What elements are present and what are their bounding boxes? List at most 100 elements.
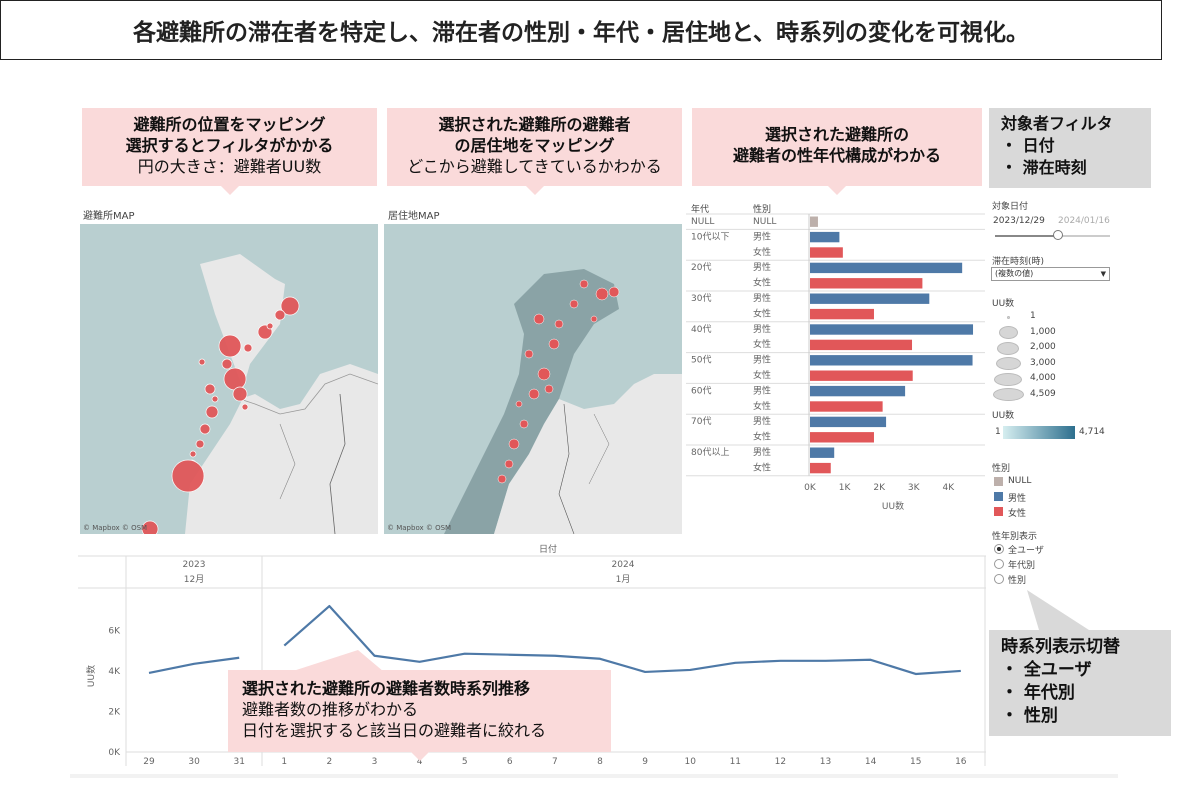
x-tick-label[interactable]: 11 bbox=[730, 757, 741, 767]
color-legend-label: UU数 bbox=[992, 411, 1015, 421]
callout-filter: 対象者フィルタ ・ 日付 ・ 滞在時刻 bbox=[989, 108, 1151, 188]
x-tick-label[interactable]: 14 bbox=[865, 757, 877, 767]
callout-age-gender: 選択された避難所の 避難者の性年代構成がわかる bbox=[692, 108, 982, 195]
x-tick-label[interactable]: 3 bbox=[372, 757, 378, 767]
chart-title: 日付 bbox=[539, 544, 557, 555]
callout-line: 円の大きさ：避難者UU数 bbox=[137, 157, 322, 176]
time-select[interactable]: (複数の値) ▼ bbox=[991, 267, 1110, 281]
bar[interactable] bbox=[810, 308, 874, 320]
bar[interactable] bbox=[810, 416, 887, 428]
x-tick-label[interactable]: 15 bbox=[910, 757, 921, 767]
view-option-label: 性別 bbox=[1008, 576, 1027, 586]
month-label: 12月 bbox=[184, 574, 204, 585]
legend-label: NULL bbox=[1008, 476, 1032, 486]
legend-label: 女性 bbox=[1008, 509, 1027, 519]
view-toggle[interactable]: 全ユーザ年代別性別 bbox=[994, 542, 1094, 590]
x-tick-label[interactable]: 30 bbox=[188, 757, 200, 767]
x-tick-label[interactable]: 5 bbox=[462, 757, 468, 767]
year-label: 2024 bbox=[612, 560, 635, 570]
x-axis-label: UU数 bbox=[882, 500, 904, 512]
gender-legend-label: 性別 bbox=[992, 464, 1011, 474]
series-line[interactable] bbox=[283, 604, 961, 676]
age-label: 40代 bbox=[691, 324, 711, 335]
view-option-label: 年代別 bbox=[1008, 561, 1036, 571]
size-legend-value: 1 bbox=[1030, 311, 1036, 321]
y-tick-label: 0K bbox=[108, 748, 121, 758]
bar[interactable] bbox=[810, 462, 831, 474]
view-option[interactable]: 性別 bbox=[994, 572, 1094, 586]
month-label: 1月 bbox=[616, 574, 631, 585]
callout-line: 選択された避難所の避難者数時系列推移 bbox=[242, 679, 531, 698]
bar[interactable] bbox=[810, 231, 840, 243]
time-filter-label: 滞在時刻(時) bbox=[992, 257, 1045, 267]
bar[interactable] bbox=[810, 262, 963, 274]
y-tick-label: 2K bbox=[108, 707, 121, 717]
size-legend-item: 2,000 bbox=[992, 341, 1092, 356]
bar[interactable] bbox=[810, 447, 835, 458]
shelter-map[interactable]: © Mapbox © OSM bbox=[80, 224, 378, 534]
gender-label: 男性 bbox=[753, 323, 771, 335]
size-circle bbox=[998, 326, 1018, 339]
callout-line: ・ 滞在時刻 bbox=[1001, 158, 1087, 177]
bar[interactable] bbox=[810, 432, 874, 443]
map-attribution: © Mapbox © OSM bbox=[387, 524, 452, 532]
legend-swatch bbox=[994, 507, 1003, 516]
radio-icon[interactable] bbox=[994, 574, 1004, 584]
bar[interactable] bbox=[810, 339, 913, 351]
residence-map[interactable]: © Mapbox © OSM bbox=[384, 224, 682, 534]
x-tick-label[interactable]: 31 bbox=[233, 757, 244, 767]
x-tick-label[interactable]: 8 bbox=[597, 757, 603, 767]
x-tick-label[interactable]: 4 bbox=[417, 757, 423, 767]
x-tick-label[interactable]: 1 bbox=[281, 757, 287, 767]
x-tick-label[interactable]: 10 bbox=[684, 757, 696, 767]
color-legend-min: 1 bbox=[995, 427, 1001, 437]
x-tick-label[interactable]: 2 bbox=[327, 757, 333, 767]
gender-label: 女性 bbox=[753, 400, 771, 412]
bar[interactable] bbox=[810, 370, 913, 381]
bar[interactable] bbox=[810, 278, 923, 289]
callout-line: ・ 年代別 bbox=[1001, 683, 1075, 703]
x-tick-label[interactable]: 9 bbox=[642, 757, 648, 767]
bar[interactable] bbox=[810, 355, 973, 366]
size-legend-item: 3,000 bbox=[992, 357, 1092, 372]
bar[interactable] bbox=[810, 401, 883, 412]
x-tick-label[interactable]: 29 bbox=[143, 757, 155, 767]
size-circle bbox=[992, 388, 1024, 401]
x-tick-label[interactable]: 6 bbox=[507, 757, 513, 767]
callout-line: ・ 全ユーザ bbox=[1001, 660, 1092, 680]
gender-label: 女性 bbox=[753, 369, 771, 381]
callout-line: 避難所の位置をマッピング bbox=[133, 115, 326, 134]
radio-icon[interactable] bbox=[994, 559, 1004, 569]
view-option[interactable]: 年代別 bbox=[994, 557, 1094, 571]
bar[interactable] bbox=[810, 324, 974, 335]
color-legend-max: 4,714 bbox=[1079, 427, 1105, 437]
callout-arrow bbox=[290, 650, 384, 672]
map-attribution: © Mapbox © OSM bbox=[83, 524, 148, 532]
callout-line: 選択された避難所の bbox=[764, 125, 909, 144]
gender-label: 男性 bbox=[753, 292, 771, 304]
bar[interactable] bbox=[810, 216, 818, 227]
series-line[interactable] bbox=[148, 656, 240, 675]
size-legend: 1 1,000 2,000 3,000 4,000 4,509 bbox=[992, 310, 1092, 401]
callout-timeline: 選択された避難所の避難者数時系列推移 避難者数の推移がわかる 日付を選択すると該… bbox=[228, 670, 611, 761]
legend-label: 男性 bbox=[1008, 494, 1027, 504]
bar[interactable] bbox=[810, 293, 930, 304]
callout-line: の居住地をマッピング bbox=[454, 136, 615, 155]
legend-swatch bbox=[994, 492, 1003, 501]
radio-icon[interactable] bbox=[994, 544, 1004, 554]
view-option[interactable]: 全ユーザ bbox=[994, 542, 1094, 556]
y-axis-label: UU数 bbox=[85, 665, 97, 687]
x-tick-label[interactable]: 12 bbox=[775, 757, 786, 767]
size-circle bbox=[995, 357, 1021, 370]
bar[interactable] bbox=[810, 247, 843, 258]
age-header: 年代 bbox=[691, 205, 710, 215]
x-tick-label[interactable]: 7 bbox=[552, 757, 558, 767]
x-tick-label[interactable]: 13 bbox=[820, 757, 831, 767]
callout-line: どこから避難してきているかわかる bbox=[407, 157, 662, 176]
x-tick-label[interactable]: 16 bbox=[955, 757, 967, 767]
date-slider-handle[interactable] bbox=[1053, 230, 1063, 240]
bar[interactable] bbox=[810, 385, 906, 397]
size-legend-value: 4,509 bbox=[1030, 388, 1056, 399]
